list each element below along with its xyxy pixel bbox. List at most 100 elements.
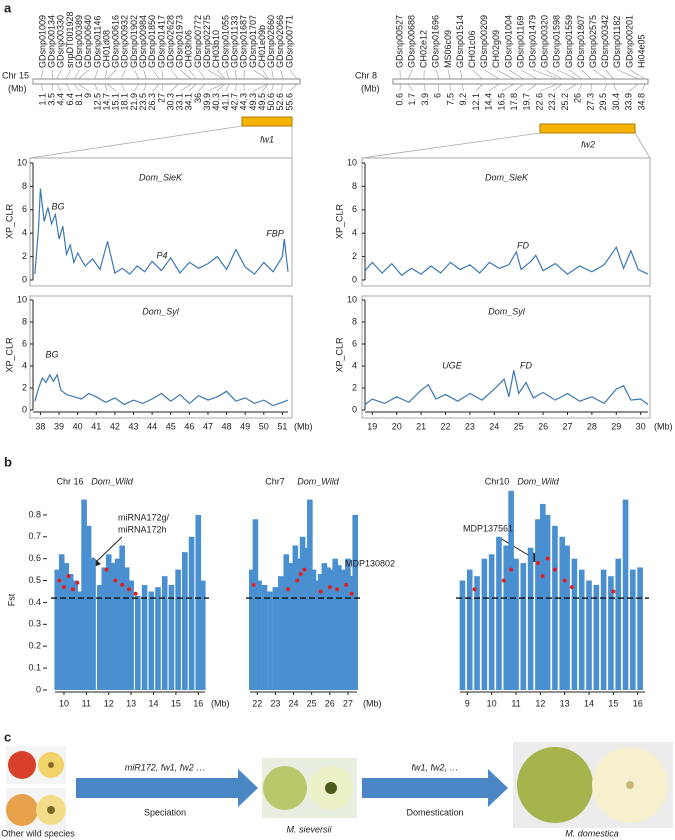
y-tick-label: 4	[352, 228, 357, 238]
y-tick-label: 2	[22, 382, 27, 392]
fst-column	[303, 547, 310, 690]
position-connector	[578, 83, 583, 92]
chromosome-bar	[32, 78, 301, 85]
marker-connector	[207, 69, 224, 80]
y-tick-label: 0	[36, 684, 41, 694]
position-connector	[423, 83, 426, 92]
fst-column	[321, 563, 328, 690]
fst-column	[283, 554, 290, 690]
fst-column	[571, 558, 578, 690]
fst-column	[325, 567, 331, 690]
y-tick-label: 0	[352, 274, 357, 284]
annotation: miRNA172h	[118, 524, 167, 534]
marker-connector	[508, 69, 524, 80]
position-connector	[65, 83, 71, 92]
y-axis-label: Fst	[6, 593, 16, 606]
outlier-point	[562, 578, 567, 583]
marker-label: GDsnp01559	[564, 15, 574, 68]
y-tick-label: 8	[352, 316, 357, 326]
y-axis-label: XP_CLR	[334, 337, 344, 373]
position-connector	[271, 83, 274, 92]
position-connector	[189, 83, 197, 92]
x-tick-label: 20	[392, 421, 402, 431]
position-connector	[234, 83, 237, 92]
fst-column	[332, 558, 339, 690]
chart-title: Dom_SieK	[139, 172, 183, 182]
position-label: 39.9	[202, 93, 212, 111]
x-tick-label: 12	[535, 698, 545, 708]
marker-label: GDsnp01146	[92, 16, 102, 68]
fst-column	[63, 563, 69, 690]
marker-connector	[262, 69, 269, 80]
fst-column	[101, 567, 108, 690]
y-tick-label: 2	[352, 382, 357, 392]
annotation: BG	[45, 349, 58, 359]
x-tick-label: 24	[289, 698, 299, 708]
outlier-point	[113, 578, 118, 583]
fst-column	[76, 591, 83, 690]
sample-label: Other wild species	[1, 828, 75, 838]
line-series	[364, 370, 649, 405]
marker-connector	[593, 69, 608, 80]
line-series	[34, 373, 289, 407]
position-label: 52.6	[275, 93, 285, 111]
fst-column	[261, 584, 268, 690]
x-tick-label: 30	[636, 421, 646, 431]
y-tick-label: 10	[347, 294, 357, 304]
marker-connector	[484, 69, 500, 80]
marker-label: GDsnp01133	[229, 16, 239, 68]
marker-connector	[180, 69, 192, 80]
position-connector	[514, 83, 524, 92]
sample-label: M. domestica	[565, 828, 619, 838]
marker-label: CH02g09	[491, 30, 501, 68]
x-tick-label: 26	[325, 698, 335, 708]
marker-connector	[143, 69, 147, 80]
marker-connector	[569, 69, 583, 80]
chart-subtitle: Dom_Wild	[517, 476, 559, 486]
stage-label: Speciation	[144, 807, 186, 817]
y-tick-label: 4	[352, 360, 357, 370]
marker-label: GDsnp01004	[503, 15, 513, 68]
x-tick-label: 40	[73, 421, 83, 431]
marker-label: GDsnp00984	[138, 15, 148, 68]
fst-column	[586, 580, 592, 690]
fst-column	[195, 514, 202, 690]
x-tick-label: 21	[416, 421, 426, 431]
position-label: 36	[193, 93, 203, 103]
x-tick-label: 47	[203, 421, 213, 431]
outlier-point	[335, 587, 340, 592]
position-connector	[501, 83, 515, 92]
marker-label: GDsnp01055	[220, 15, 230, 68]
plot-frame	[361, 157, 651, 287]
y-tick-label: 4	[22, 360, 27, 370]
x-tick-label: 25	[514, 421, 524, 431]
fst-column	[168, 584, 175, 690]
marker-label: GDsnp01182	[612, 16, 622, 68]
marker-connector	[198, 69, 206, 80]
x-tick-label: 19	[367, 421, 377, 431]
outlier-point	[545, 556, 550, 561]
outlier-point	[501, 578, 506, 583]
x-tick-label: 11	[82, 698, 91, 708]
outlier-point	[535, 561, 540, 566]
position-connector	[552, 83, 563, 92]
position-connector	[603, 83, 608, 92]
fst-column	[292, 545, 299, 690]
position-connector	[449, 83, 452, 92]
marker-label: GDsnp00771	[284, 15, 294, 68]
position-connector	[565, 83, 577, 92]
position-label: 14.7	[101, 93, 111, 111]
annotation: UGE	[442, 360, 463, 370]
fst-column	[459, 580, 466, 690]
marker-connector	[40, 69, 44, 80]
x-tick-label: 16	[193, 698, 203, 708]
position-label: 23.5	[138, 93, 148, 111]
marker-label: CH03b10	[211, 30, 221, 68]
marker-connector	[545, 69, 563, 80]
position-label: 22.6	[534, 93, 544, 111]
annotation: MDP130802	[345, 558, 395, 568]
sample-label: M. sieversii	[286, 824, 332, 834]
y-tick-label: 4	[22, 228, 27, 238]
fst-column	[552, 525, 558, 690]
outlier-point	[104, 567, 109, 572]
